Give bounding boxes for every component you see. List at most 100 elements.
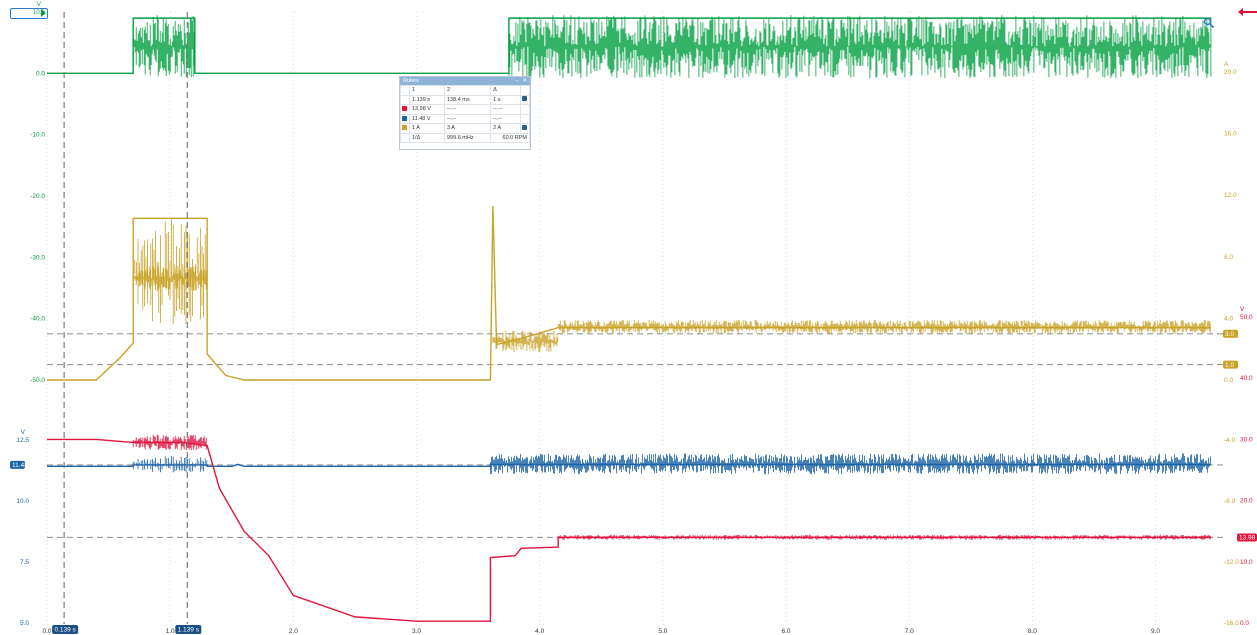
x-tick-label: 0.0: [42, 628, 51, 635]
rulers-time-row: 1.139 s 138.4 ms 1 s: [400, 94, 530, 105]
red-burst: [132, 434, 207, 451]
footer-cell: 999.6 mHz: [443, 132, 492, 143]
minimize-icon[interactable]: –: [515, 78, 519, 84]
gold_lower-tick-label: -16.0: [1224, 620, 1239, 627]
x-tick-label: 1.0: [166, 628, 175, 635]
lock-icon[interactable]: [522, 96, 527, 102]
gold_lower-tick-label: -12.0: [1224, 559, 1239, 566]
value-cell: --.--: [490, 104, 521, 115]
cursor-pill[interactable]: [52, 625, 79, 634]
close-icon[interactable]: ✕: [522, 78, 527, 84]
x-tick-label: 7.0: [905, 628, 914, 635]
x-tick-label: 4.0: [535, 628, 544, 635]
red-unit-label: V: [1240, 306, 1245, 313]
value-cell: --.--: [443, 113, 492, 124]
blue-tick-label: 10.0: [16, 498, 29, 505]
reference-pill-label: 11.48: [12, 462, 28, 469]
lock-icon[interactable]: [522, 124, 527, 130]
green-burst: [132, 15, 195, 78]
red-tick-label: 20.0: [1240, 498, 1253, 505]
header-cell: 1: [409, 85, 445, 96]
red-tick-label: 10.0: [1240, 559, 1253, 566]
gold-tick-label: 8.0: [1224, 254, 1233, 261]
traces: [47, 15, 1212, 622]
blue-tick-label: 7.5: [20, 559, 29, 566]
rulers-panel[interactable]: Rulers – ✕ 1 2 Δ 1.139 s 138.4 ms 1 s 13…: [399, 76, 531, 150]
gold-unit-label: A: [1224, 61, 1229, 68]
header-cell: [400, 85, 410, 96]
gold-tick-label: 0.0: [1224, 377, 1233, 384]
reference-pill-label: 13.98: [1239, 535, 1256, 542]
footer-cell: 1/Δ: [409, 132, 445, 143]
rulers-title: Rulers: [403, 78, 419, 84]
time-cell: 1.139 s: [409, 94, 445, 105]
x-tick-label: 6.0: [781, 628, 790, 635]
blue-unit-label: V: [21, 429, 26, 436]
value-cell: --.--: [443, 104, 492, 115]
time-cell: 1 s: [490, 94, 521, 105]
arrow-right-icon: [41, 9, 46, 17]
rulers-titlebar[interactable]: Rulers – ✕: [400, 77, 530, 85]
green-tick-label: -20.0: [30, 193, 45, 200]
axes: 0.0 1.0 2.0 3.0 4.0 5.0 6.0 7.0 8.0 9.0 0.0 -10.0 -2…: [16, 1, 1253, 635]
top-left-scale-marker[interactable]: 10.0: [10, 8, 48, 19]
rulers-channel-row: 1 A 3 A 2 A: [400, 123, 530, 134]
reference-pill-red[interactable]: [1237, 533, 1257, 542]
channel-swatch: [402, 125, 407, 131]
green-unit-label: V: [37, 1, 42, 8]
cursor-pill[interactable]: [175, 625, 202, 634]
blue-burst: [132, 455, 208, 473]
x-tick-label: 5.0: [658, 628, 667, 635]
rulers-table: 1 2 Δ 1.139 s 138.4 ms 1 s 13.98 V --.--…: [400, 85, 530, 143]
marker-bar: [1243, 11, 1257, 13]
header-cell: Δ: [490, 85, 521, 96]
cursor-label: 1.139 s: [178, 627, 200, 634]
value-cell: --.--: [490, 113, 521, 124]
rulers-channel-row: 13.98 V --.-- --.--: [400, 104, 530, 115]
green-tick-label: 0.0: [36, 70, 45, 77]
value-cell: 1 A: [409, 123, 445, 134]
search-icon[interactable]: [1203, 17, 1215, 29]
green-tick-label: -40.0: [30, 316, 45, 323]
green-tick-label: -10.0: [30, 132, 45, 139]
gold-tick-label: 4.0: [1224, 315, 1233, 322]
header-cell: [520, 85, 530, 96]
reference-pill-blue[interactable]: [10, 460, 25, 469]
rulers-header-row: 1 2 Δ: [400, 85, 530, 96]
x-tick-label: 3.0: [412, 628, 421, 635]
arrow-left-icon: [1238, 8, 1243, 16]
reference-pill-gold[interactable]: [1223, 329, 1238, 338]
gold-tick-label: 12.0: [1224, 192, 1237, 199]
scale-marker-label: 10.0: [33, 10, 45, 16]
gold-burst: [557, 319, 1211, 334]
red-tick-label: 40.0: [1240, 375, 1253, 382]
channel-swatch: [402, 115, 407, 121]
x-tick-label: 2.0: [289, 628, 298, 635]
gold_lower-tick-label: -8.0: [1224, 498, 1236, 505]
value-cell: 11.48 V: [409, 113, 445, 124]
green-tick-label: -30.0: [30, 254, 45, 261]
rulers-footer-row: 1/Δ 999.6 mHz 60.0 RPM: [400, 132, 530, 143]
cursors: 0.139 s 1.139 s: [52, 12, 202, 634]
blue-tick-label: 12.5: [16, 437, 29, 444]
reference-pill-label: 3.0: [1225, 331, 1234, 338]
gold-tick-label: 16.0: [1224, 131, 1237, 138]
cursor-label: 0.139 s: [54, 627, 76, 634]
value-cell: 13.98 V: [409, 104, 445, 115]
top-right-channel-marker[interactable]: [1238, 8, 1257, 17]
blue-burst: [490, 453, 1211, 475]
gold-tick-label: 20.0: [1224, 69, 1237, 76]
red-tick-label: 0.0: [1240, 620, 1249, 627]
reference-pill-gold[interactable]: [1223, 360, 1238, 369]
gold-burst-core: [132, 266, 207, 291]
x-tick-label: 9.0: [1151, 628, 1160, 635]
rulers-channel-row: 11.48 V --.-- --.--: [400, 113, 530, 124]
value-cell: 2 A: [490, 123, 521, 134]
grid-lines: [46, 11, 1223, 625]
reference-pill-label: 1.0: [1225, 362, 1234, 369]
red-tick-label: 30.0: [1240, 436, 1253, 443]
blue-tick-label: 5.0: [20, 620, 29, 627]
value-cell: 3 A: [443, 123, 492, 134]
red-tick-label: 50.0: [1240, 314, 1253, 321]
